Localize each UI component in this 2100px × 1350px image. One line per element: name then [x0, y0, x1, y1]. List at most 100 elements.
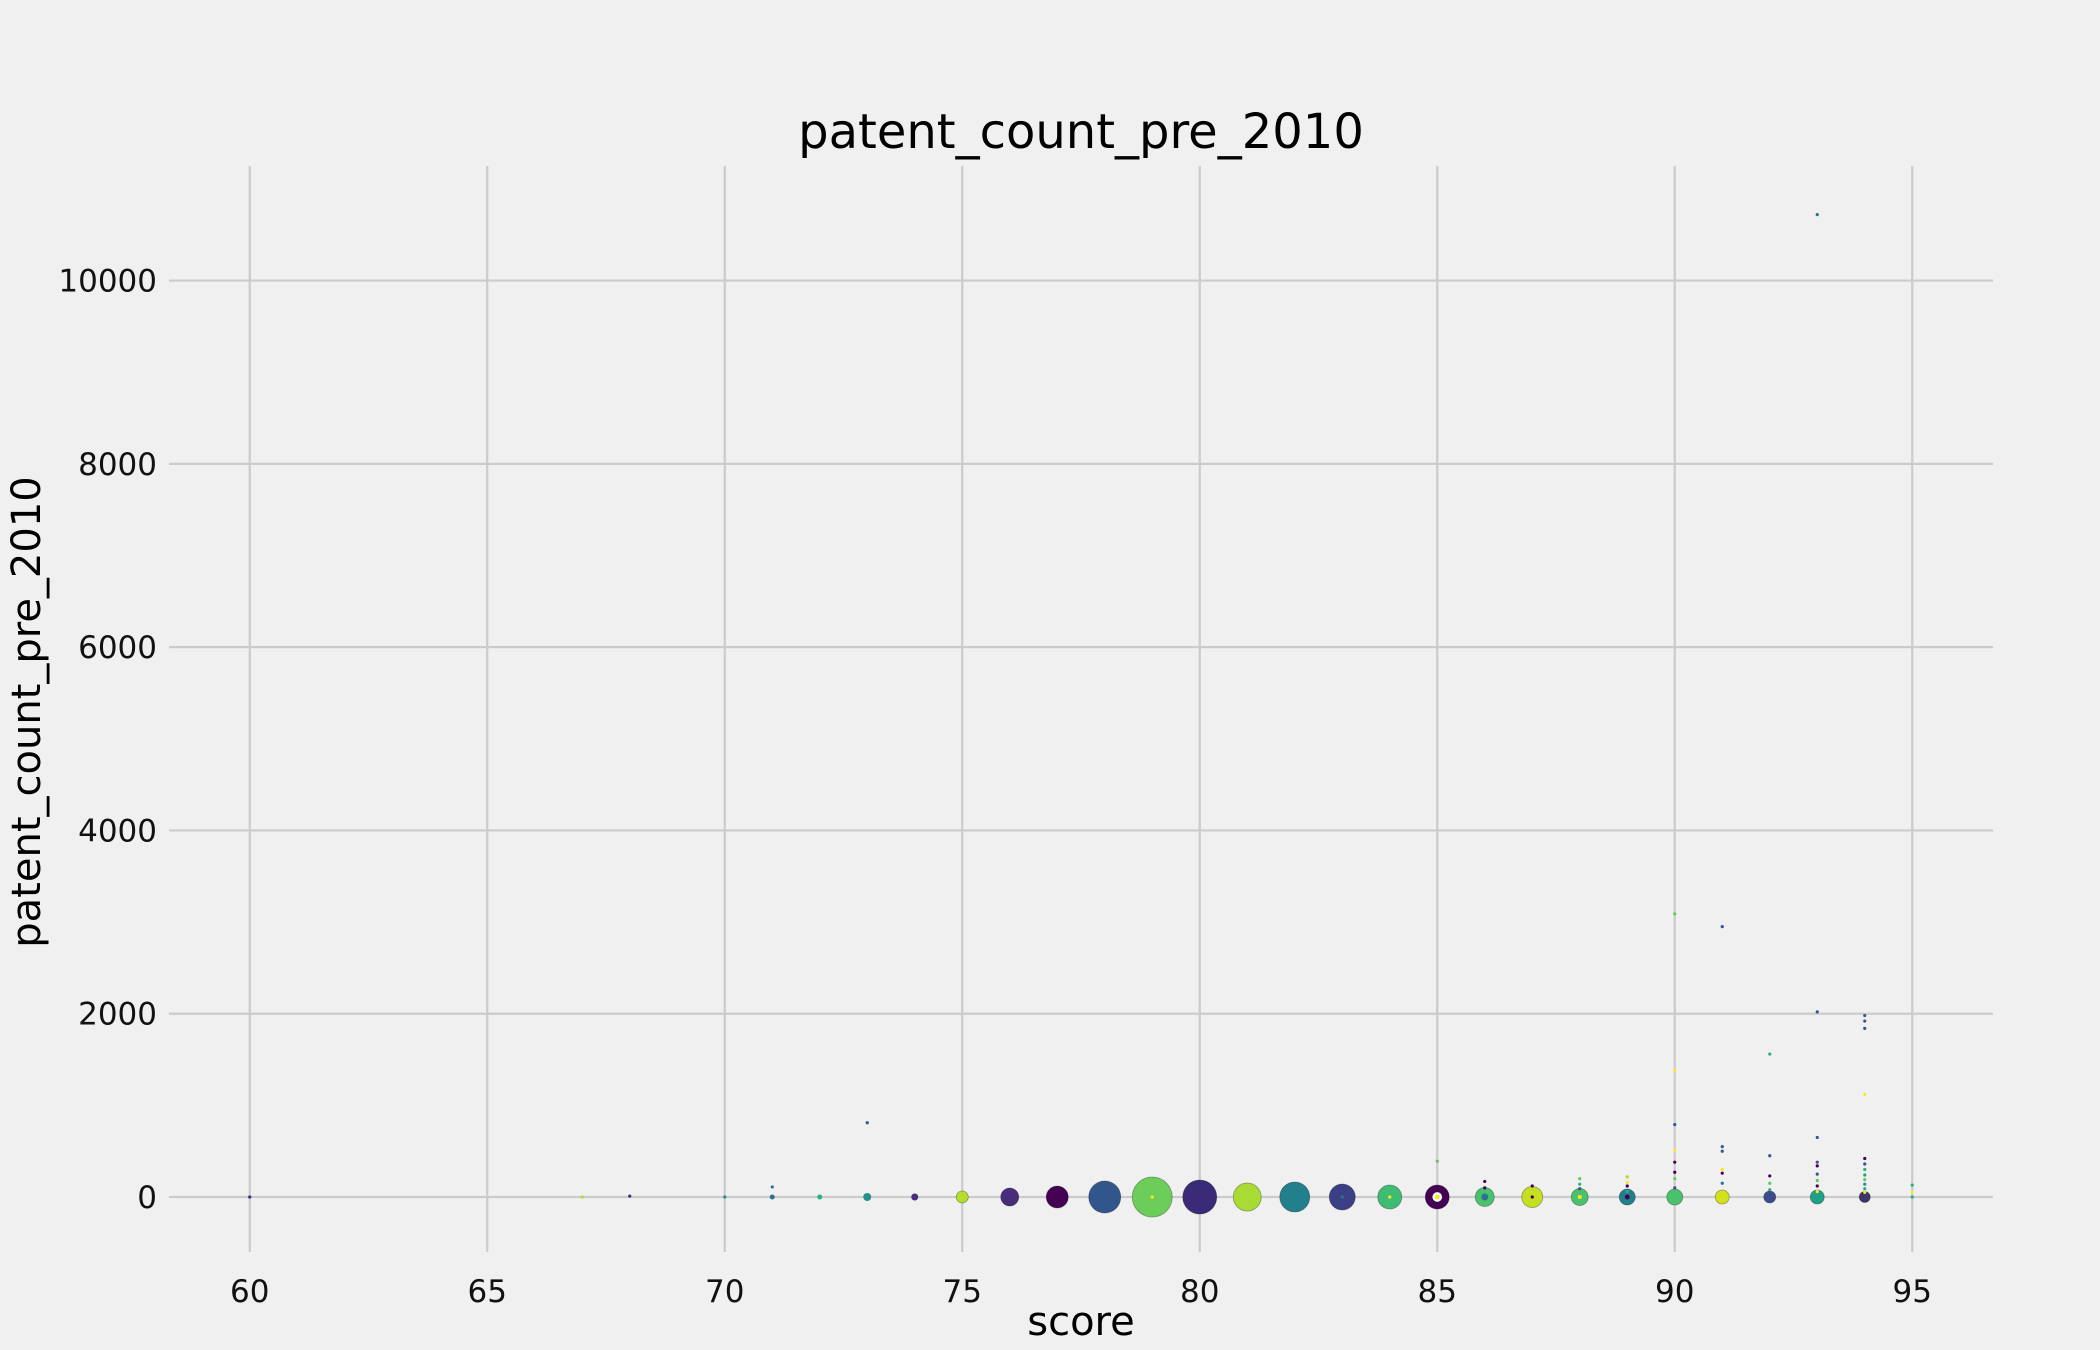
data-point [1815, 1189, 1819, 1194]
data-point [1763, 1190, 1777, 1204]
data-point [865, 1121, 869, 1125]
data-point [1673, 1068, 1677, 1073]
data-point [1578, 1177, 1582, 1181]
data-point [1815, 1010, 1819, 1014]
data-point [1720, 1149, 1724, 1153]
data-point [1720, 1167, 1724, 1172]
data-point [1625, 1180, 1629, 1184]
x-tick-label: 80 [1180, 1274, 1219, 1310]
x-tick-label: 95 [1893, 1274, 1932, 1310]
data-point [1232, 1182, 1262, 1212]
y-tick-label: 8000 [78, 447, 157, 483]
data-point [863, 1193, 872, 1202]
x-tick-label: 60 [230, 1274, 269, 1310]
data-point [1088, 1180, 1122, 1214]
x-tick-label: 70 [705, 1274, 744, 1310]
y-tick-label: 6000 [78, 630, 157, 666]
data-point [1720, 925, 1724, 929]
data-point [1434, 1194, 1440, 1200]
data-point [1625, 1184, 1629, 1188]
data-point [1624, 1194, 1630, 1200]
data-point [1481, 1193, 1489, 1201]
data-point [1483, 1186, 1487, 1190]
data-point [955, 1190, 969, 1204]
data-point [1863, 1182, 1867, 1186]
data-point [1435, 1159, 1439, 1163]
data-point [1388, 1195, 1392, 1199]
chart-title: patent_count_pre_2010 [798, 104, 1364, 160]
data-point [1578, 1187, 1582, 1191]
x-tick-label: 75 [943, 1274, 982, 1310]
data-point [1530, 1184, 1534, 1188]
data-point [1182, 1179, 1218, 1215]
data-point [1768, 1154, 1772, 1158]
x-axis-label: score [1027, 1299, 1134, 1345]
data-point [1863, 1026, 1867, 1030]
data-point [1673, 1123, 1677, 1127]
data-point [1863, 1167, 1867, 1172]
data-point [1863, 1173, 1867, 1177]
data-point [1815, 212, 1819, 217]
data-point [1863, 1019, 1867, 1023]
data-point [1768, 1188, 1772, 1192]
x-tick-label: 65 [468, 1274, 507, 1310]
data-point [1863, 1013, 1867, 1018]
data-point [1863, 1162, 1867, 1166]
data-point [1673, 912, 1677, 916]
y-tick-label: 2000 [78, 997, 157, 1033]
data-point [1714, 1189, 1730, 1205]
data-point [1673, 1148, 1677, 1152]
data-point [1720, 1171, 1724, 1175]
data-point [248, 1195, 252, 1199]
data-point [1815, 1135, 1819, 1140]
data-point [1673, 1177, 1677, 1181]
y-tick-label: 4000 [78, 813, 157, 849]
data-point [723, 1195, 727, 1199]
plot-area [169, 166, 1993, 1252]
data-points [248, 212, 1914, 1218]
data-point [1910, 1195, 1914, 1199]
data-point [1863, 1190, 1867, 1195]
data-point [1150, 1195, 1154, 1199]
data-point [1625, 1189, 1629, 1194]
y-tick-label: 10000 [58, 264, 157, 300]
data-point [1530, 1195, 1534, 1199]
grid-lines [169, 166, 1993, 1252]
data-point [1720, 1145, 1724, 1149]
y-axis-label: patent_count_pre_2010 [4, 476, 50, 947]
data-point [1577, 1195, 1582, 1200]
data-point [1673, 1170, 1677, 1174]
data-point [1045, 1185, 1069, 1209]
data-point [770, 1185, 774, 1189]
data-point [1483, 1179, 1487, 1184]
data-point [1768, 1174, 1772, 1178]
data-point [1666, 1188, 1684, 1206]
data-point [911, 1193, 919, 1201]
data-point [1768, 1181, 1772, 1185]
data-point [1673, 1186, 1677, 1190]
data-point [1768, 1052, 1772, 1056]
data-point [1910, 1190, 1914, 1195]
data-point [1910, 1183, 1914, 1187]
x-tick-label: 85 [1418, 1274, 1457, 1310]
data-point [1720, 1181, 1724, 1185]
data-point [580, 1195, 584, 1199]
data-point [1673, 1160, 1677, 1164]
data-point [1815, 1172, 1819, 1176]
y-tick-labels: 0 2000 4000 6000 8000 10000 [58, 264, 157, 1216]
y-tick-label: 0 [137, 1180, 157, 1216]
data-point [1625, 1175, 1629, 1179]
x-tick-label: 90 [1655, 1274, 1694, 1310]
data-point [817, 1194, 823, 1200]
data-point [1815, 1164, 1819, 1168]
data-point [1815, 1184, 1819, 1188]
data-point [1000, 1187, 1020, 1207]
data-point [1863, 1156, 1867, 1161]
data-point [1578, 1182, 1582, 1186]
data-point [1815, 1160, 1819, 1164]
data-point [1279, 1181, 1311, 1213]
data-point [1863, 1092, 1867, 1096]
x-tick-labels: 60 65 70 75 80 85 90 95 [230, 1274, 1932, 1310]
data-point [1340, 1195, 1344, 1199]
